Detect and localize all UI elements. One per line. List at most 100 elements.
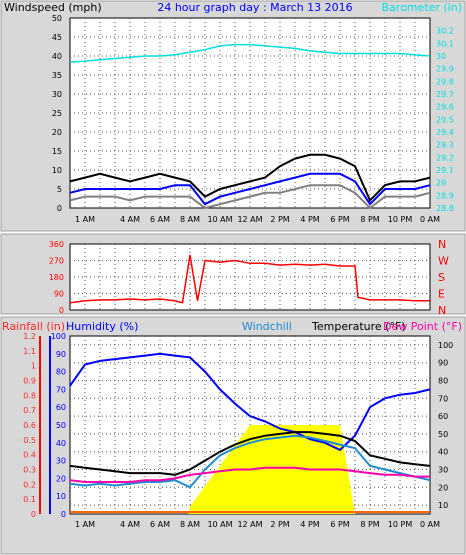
humidity-ytick-label: 100 [51, 332, 66, 341]
direction-ytick-label: 360 [49, 240, 64, 249]
temp-series-line [69, 352, 431, 452]
rainfall-ytick-label: 0.1 [23, 495, 36, 504]
barometer-ytick-label: 29.6 [436, 103, 454, 112]
humidity-ytick-label: 30 [56, 457, 66, 466]
rainfall-ytick-label: 0.8 [23, 391, 36, 400]
temperature-ytick-label: 100 [438, 341, 453, 350]
rainfall-ytick-label: 0.6 [23, 421, 36, 430]
direction-compass-label: N [438, 304, 446, 317]
rainfall-ytick-label: 0.9 [23, 377, 36, 386]
temp-xtick-label: 1 AM [75, 520, 95, 529]
rainfall-label: Rainfall (in) [2, 320, 65, 333]
barometer-label: Barometer (in) [382, 1, 463, 14]
humidity-ytick-label: 80 [56, 368, 66, 377]
temp-xtick-label: 12 AM [237, 520, 262, 529]
direction-compass-label: N [438, 238, 446, 251]
dewpoint-label: Dew Point (°F) [383, 320, 462, 333]
wind-ytick-label: 0 [57, 204, 62, 213]
humidity-ytick-label: 20 [56, 474, 66, 483]
wind-series [69, 43, 431, 210]
temperature-ytick-label: 60 [438, 412, 448, 421]
wind-ytick-label: 35 [52, 71, 62, 80]
wind-xtick-label: 10 AM [207, 215, 232, 224]
temp-xtick-label: 10 PM [388, 520, 413, 529]
temperature-ytick-label: 10 [438, 501, 448, 510]
barometer-ytick-label: 28.9 [436, 191, 454, 200]
wind-series-line [69, 153, 431, 203]
temperature-ytick-label: 20 [438, 483, 448, 492]
direction-compass-label: S [438, 271, 445, 284]
direction-ytick-label: 270 [49, 257, 64, 266]
rainfall-ytick-label: 0.2 [23, 480, 36, 489]
barometer-ytick-label: 30 [436, 52, 446, 61]
wind-ytick-label: 40 [52, 52, 62, 61]
temp-xtick-label: 6 PM [330, 520, 349, 529]
barometer-ytick-label: 29.1 [436, 166, 454, 175]
wind-xticks: 1 AM 4 AM 6 AM 8 AM 10 AM 12 AM 2 PM 4 PM 6 PM 8 … [75, 215, 440, 224]
barometer-ytick-label: 29 [436, 179, 446, 188]
temperature-ytick-label: 90 [438, 359, 448, 368]
rainfall-ytick-label: 0 [31, 510, 36, 519]
temperature-label: Temperature (°F) [311, 320, 406, 333]
rainfall-ytick-label: 1 [31, 362, 36, 371]
humidity-yticks: 0 10 20 30 40 50 60 70 80 90 100 [51, 332, 66, 519]
wind-ytick-label: 25 [52, 109, 62, 118]
temp-series-line [69, 431, 431, 476]
wind-series-line [69, 184, 431, 210]
temperature-ytick-label: 30 [438, 466, 448, 475]
direction-ytick-label: 0 [59, 306, 64, 315]
temperature-ytick-label: 40 [438, 448, 448, 457]
wind-xtick-label: 4 AM [120, 215, 140, 224]
wind-xtick-label: 2 PM [270, 215, 289, 224]
barometer-ytick-label: 28.8 [436, 204, 454, 213]
temp-xticks: 1 AM 4 AM 6 AM 8 AM 10 AM 12 AM 2 PM 4 PM 6 PM 8 … [75, 520, 440, 529]
temperature-ytick-label: 80 [438, 377, 448, 386]
direction-ytick-label: 90 [54, 290, 64, 299]
temperature-yticks: 10 20 30 40 50 60 70 80 90 100 [438, 341, 453, 510]
wind-ytick-label: 50 [52, 14, 62, 23]
humidity-ytick-label: 90 [56, 350, 66, 359]
temp-series-line [69, 434, 431, 489]
barometer-ytick-label: 29.9 [436, 65, 454, 74]
temp-grid [70, 336, 430, 514]
rainfall-ytick-label: 0.7 [23, 406, 36, 415]
temperature-ytick-label: 50 [438, 430, 448, 439]
humidity-ytick-label: 10 [56, 492, 66, 501]
rainfall-yticks: 0 0.1 0.2 0.3 0.4 0.5 0.6 0.7 0.8 0.9 1 1.1 1.2 [23, 332, 36, 519]
wind-xtick-label: 6 AM [150, 215, 170, 224]
humidity-ytick-label: 50 [56, 421, 66, 430]
wind-xtick-label: 0 AM [420, 215, 440, 224]
wind-ytick-label: 30 [52, 90, 62, 99]
wind-ylabel: Windspeed (mph) [4, 1, 102, 14]
temp-series-line [69, 466, 430, 483]
barometer-ytick-label: 30.2 [436, 27, 454, 36]
temp-xtick-label: 8 PM [360, 520, 379, 529]
temp-xtick-label: 0 AM [420, 520, 440, 529]
wind-grid [70, 18, 430, 208]
wind-xtick-label: 12 AM [237, 215, 262, 224]
direction-series-line [69, 254, 430, 304]
wind-xtick-label: 6 PM [330, 215, 349, 224]
barometer-ytick-label: 30.1 [436, 39, 454, 48]
direction-ytick-label: 180 [49, 273, 64, 282]
wind-xtick-label: 8 AM [180, 215, 200, 224]
humidity-ytick-label: 0 [61, 510, 66, 519]
humidity-ytick-label: 40 [56, 439, 66, 448]
barometer-ytick-label: 29.2 [436, 153, 454, 162]
humidity-label: Humidity (%) [66, 320, 138, 333]
wind-series-line [69, 43, 431, 64]
barometer-yticks: 28.8 28.9 29 29.1 29.2 29.3 29.4 29.5 29.6 29.7 29… [436, 27, 454, 213]
temp-xtick-label: 6 AM [150, 520, 170, 529]
windchill-label: Windchill [242, 320, 292, 333]
direction-yticks: 0 90 180 270 360 [49, 240, 64, 315]
wind-chart-title: 24 hour graph day : March 13 2016 [157, 1, 352, 14]
wind-xtick-label: 10 PM [388, 215, 413, 224]
wind-xtick-label: 8 PM [360, 215, 379, 224]
temp-series [69, 352, 431, 514]
wind-series-line [69, 172, 431, 206]
barometer-ytick-label: 29.4 [436, 128, 454, 137]
direction-grid [70, 244, 430, 310]
wind-xtick-label: 4 PM [300, 215, 319, 224]
humidity-ytick-label: 60 [56, 403, 66, 412]
